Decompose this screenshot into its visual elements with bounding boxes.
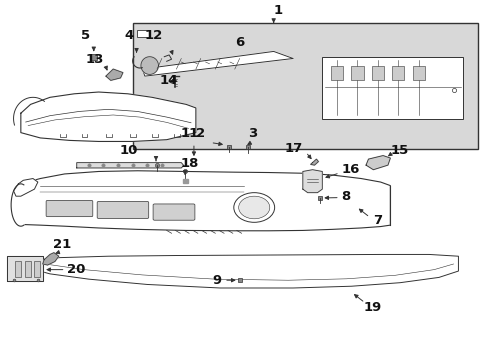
Polygon shape [21, 92, 196, 141]
FancyBboxPatch shape [412, 66, 424, 80]
FancyBboxPatch shape [46, 201, 93, 217]
Polygon shape [14, 179, 38, 196]
FancyBboxPatch shape [330, 66, 343, 80]
FancyBboxPatch shape [97, 202, 148, 219]
FancyBboxPatch shape [371, 66, 383, 80]
Text: 7: 7 [372, 214, 382, 227]
Circle shape [233, 193, 274, 222]
Text: 19: 19 [363, 301, 381, 314]
Text: 11: 11 [181, 127, 199, 140]
Text: 4: 4 [124, 29, 134, 42]
Polygon shape [42, 253, 59, 265]
Polygon shape [106, 69, 122, 80]
Text: 10: 10 [120, 144, 138, 157]
Text: 14: 14 [160, 74, 178, 87]
FancyBboxPatch shape [322, 57, 462, 118]
Text: 9: 9 [212, 274, 221, 287]
FancyBboxPatch shape [132, 23, 477, 149]
Text: 2: 2 [195, 127, 204, 140]
Text: 3: 3 [248, 127, 257, 140]
Polygon shape [142, 51, 292, 76]
Text: 12: 12 [144, 29, 163, 42]
FancyBboxPatch shape [25, 261, 30, 277]
Text: 15: 15 [389, 144, 408, 157]
Polygon shape [310, 159, 318, 165]
Polygon shape [366, 156, 389, 170]
Text: 16: 16 [341, 163, 359, 176]
Text: 6: 6 [235, 36, 244, 49]
FancyBboxPatch shape [34, 261, 40, 277]
Text: 5: 5 [81, 29, 90, 42]
Text: 18: 18 [181, 157, 199, 170]
Circle shape [238, 196, 269, 219]
FancyBboxPatch shape [391, 66, 404, 80]
Polygon shape [16, 255, 458, 288]
Polygon shape [77, 163, 183, 168]
Text: 17: 17 [284, 142, 302, 156]
Text: 1: 1 [273, 4, 283, 17]
Polygon shape [21, 171, 389, 231]
Polygon shape [11, 184, 24, 226]
FancyBboxPatch shape [136, 30, 148, 37]
FancyBboxPatch shape [153, 204, 195, 220]
Text: 21: 21 [53, 238, 71, 251]
FancyBboxPatch shape [15, 261, 21, 277]
Polygon shape [302, 170, 322, 193]
Polygon shape [141, 57, 158, 75]
FancyBboxPatch shape [351, 66, 363, 80]
Text: 13: 13 [86, 53, 104, 66]
Text: 20: 20 [67, 263, 85, 276]
Polygon shape [183, 179, 187, 183]
Text: 8: 8 [341, 190, 350, 203]
Polygon shape [7, 256, 42, 281]
